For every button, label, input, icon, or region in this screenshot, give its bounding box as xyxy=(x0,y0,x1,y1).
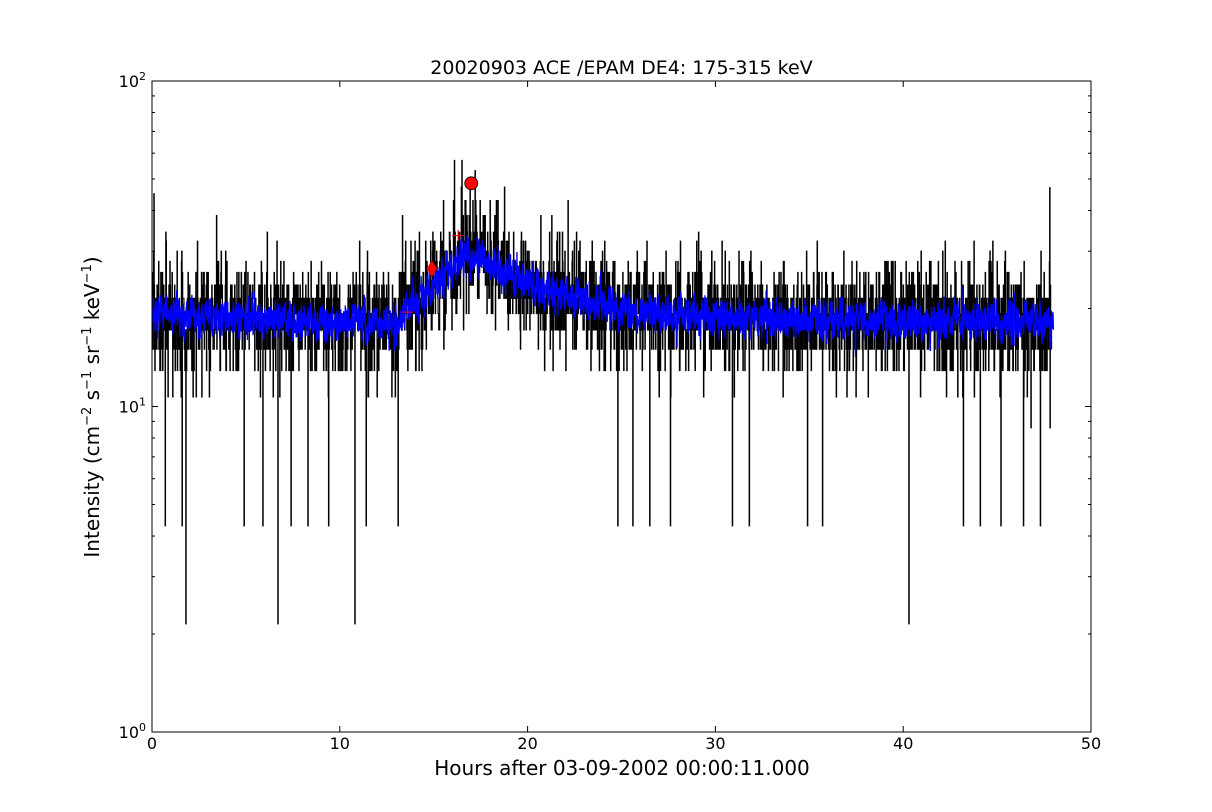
y-tick-label-1: 100 xyxy=(119,721,146,742)
plot-area xyxy=(152,159,1055,625)
marker-plus-0 xyxy=(401,306,414,319)
y-tick-label-10: 101 xyxy=(119,396,146,417)
event-markers xyxy=(401,176,479,319)
y-axis-label-sr: sr xyxy=(80,345,104,371)
axis-ticks xyxy=(151,80,1092,733)
y-axis-label-exp-kev: −1 xyxy=(80,264,95,283)
y-axis-label-exp-s: −1 xyxy=(80,371,95,390)
y-axis-label-suffix: ) xyxy=(80,256,104,264)
x-tick-label-20: 20 xyxy=(517,734,537,753)
y-tick-label-exponent: 1 xyxy=(139,396,146,409)
y-tick-label-100: 102 xyxy=(119,70,146,91)
smoothed-intensity-line xyxy=(152,234,1055,357)
y-axis-label-kev: keV xyxy=(80,283,104,327)
x-tick-label-40: 40 xyxy=(893,734,913,753)
marker-circle-3 xyxy=(464,176,479,191)
x-tick-label-0: 0 xyxy=(147,734,157,753)
y-tick-label-base: 10 xyxy=(119,72,139,91)
y-axis-label: Intensity (cm−2 s−1 sr−1 keV−1) xyxy=(80,256,104,557)
x-tick-label-10: 10 xyxy=(330,734,350,753)
y-tick-label-base: 10 xyxy=(119,723,139,742)
y-axis-label-prefix: Intensity (cm xyxy=(80,426,104,558)
marker-diamond-1 xyxy=(426,260,438,278)
marker-plus-2 xyxy=(452,229,465,242)
x-tick-label-30: 30 xyxy=(705,734,725,753)
y-axis-label-s: s xyxy=(80,390,104,407)
x-axis-label: Hours after 03-09-2002 00:00:11.000 xyxy=(434,756,810,780)
y-tick-label-exponent: 2 xyxy=(139,70,146,83)
y-tick-label-exponent: 0 xyxy=(139,721,146,734)
y-axis-label-exp-sr: −1 xyxy=(80,327,95,346)
y-axis-label-exp-cm: −2 xyxy=(80,407,95,426)
y-tick-label-base: 10 xyxy=(119,398,139,417)
x-tick-label-50: 50 xyxy=(1081,734,1101,753)
chart-title: 20020903 ACE /EPAM DE4: 175-315 keV xyxy=(430,57,812,79)
smoothed-intensity-series xyxy=(152,234,1055,357)
